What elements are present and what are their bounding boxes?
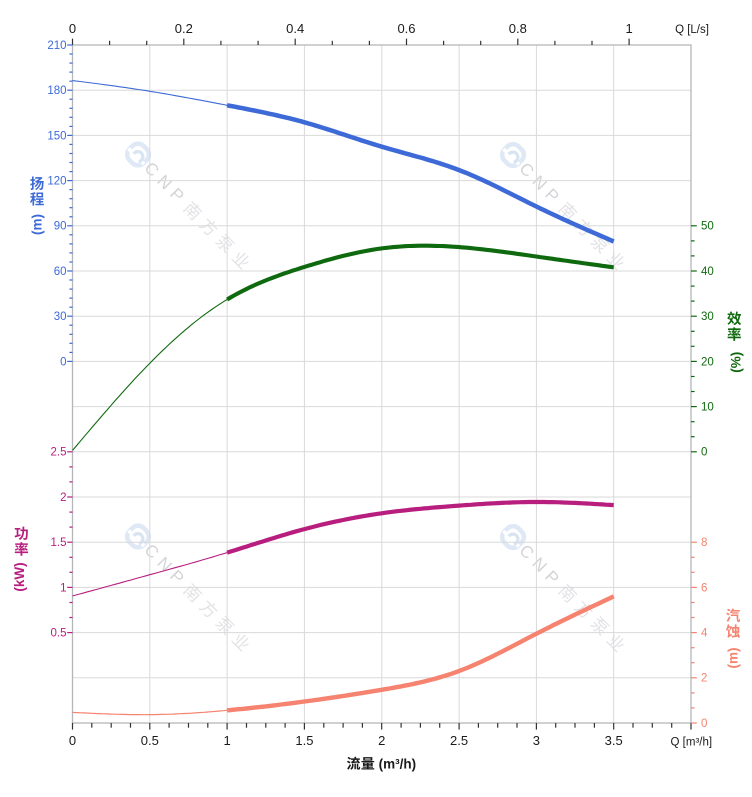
svg-text:10: 10 [701,402,714,414]
svg-text:2: 2 [378,733,385,748]
svg-text:4: 4 [701,628,708,640]
svg-text:210: 210 [47,40,66,52]
svg-text:0: 0 [69,733,76,748]
svg-text:180: 180 [47,85,66,97]
svg-text:2.5: 2.5 [450,733,468,748]
svg-text:1: 1 [625,21,632,36]
svg-text:1.5: 1.5 [295,733,313,748]
svg-text:0: 0 [69,21,76,36]
svg-text:60: 60 [54,266,67,278]
svg-text:2.5: 2.5 [51,447,67,459]
svg-text:0: 0 [701,447,707,459]
svg-text:(%): (%) [729,352,744,373]
svg-text:150: 150 [47,130,66,142]
svg-text:0: 0 [701,718,707,730]
svg-text:3.5: 3.5 [605,733,623,748]
svg-text:2: 2 [60,492,66,504]
svg-text:90: 90 [54,221,67,233]
svg-text:20: 20 [701,356,714,368]
svg-text:30: 30 [54,311,67,323]
svg-text:8: 8 [701,537,707,549]
svg-text:0.2: 0.2 [175,21,193,36]
svg-text:Q [m³/h]: Q [m³/h] [671,736,713,748]
svg-text:0.5: 0.5 [51,628,67,640]
svg-text:1.5: 1.5 [51,537,67,549]
svg-text:1: 1 [60,582,66,594]
svg-text:50: 50 [701,221,714,233]
svg-text:0: 0 [60,356,66,368]
svg-text:(m): (m) [29,214,44,235]
svg-text:1: 1 [223,733,230,748]
svg-text:(m): (m) [726,648,741,669]
svg-text:30: 30 [701,311,714,323]
svg-text:6: 6 [701,582,707,594]
svg-text:40: 40 [701,266,714,278]
svg-text:(kW): (kW) [12,562,27,591]
svg-text:0.8: 0.8 [509,21,527,36]
svg-text:0.6: 0.6 [397,21,415,36]
svg-text:0.5: 0.5 [141,733,159,748]
svg-text:120: 120 [47,176,66,188]
svg-text:3: 3 [533,733,540,748]
svg-text:Q [L/s]: Q [L/s] [675,24,709,36]
svg-text:0.4: 0.4 [286,21,304,36]
svg-text:(m³/h): (m³/h) [379,756,417,771]
svg-text:2: 2 [701,673,707,685]
